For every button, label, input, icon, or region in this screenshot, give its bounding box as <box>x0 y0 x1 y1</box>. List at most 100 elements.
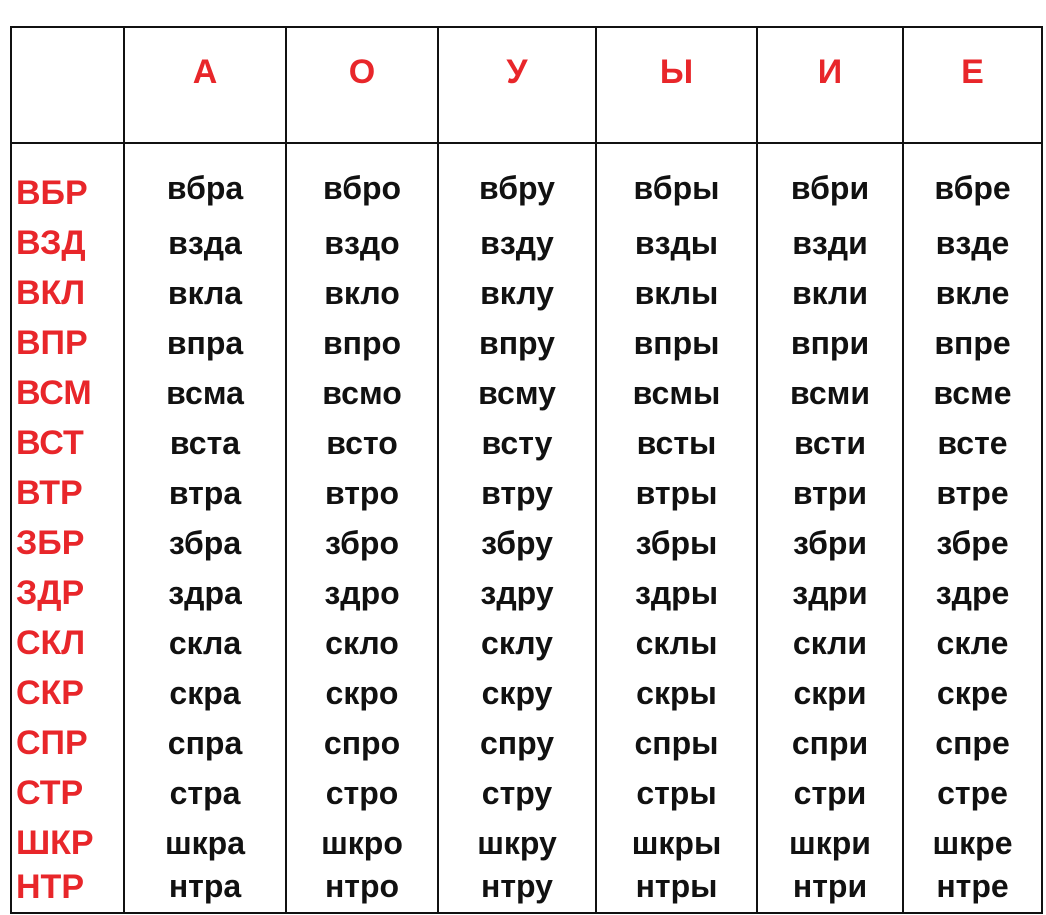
syllable-cell: стра <box>123 768 287 818</box>
syllable-cell: втры <box>595 468 758 518</box>
syllable-cell: скру <box>437 668 597 718</box>
syllable-cell: скло <box>285 618 439 668</box>
syllable-cell: вста <box>123 418 287 468</box>
syllable-cell: здра <box>123 568 287 618</box>
consonant-cluster-label: ШКР <box>10 818 125 868</box>
syllable-cell: скро <box>285 668 439 718</box>
syllable-cell: вбре <box>902 143 1043 218</box>
corner-cell <box>10 26 125 144</box>
table-row: СКЛ скла скло склу склы скли скле <box>10 618 1043 668</box>
vowel-header-e: Е <box>902 26 1043 144</box>
syllable-cell: збра <box>123 518 287 568</box>
consonant-cluster-label: ЗБР <box>10 518 125 568</box>
table-row: ВПР впра впро впру впры впри впре <box>10 318 1043 368</box>
syllable-cell: скра <box>123 668 287 718</box>
syllable-cell: всма <box>123 368 287 418</box>
syllable-cell: нтро <box>285 868 439 914</box>
syllable-cell: втру <box>437 468 597 518</box>
syllable-cell: взды <box>595 218 758 268</box>
vowel-header-a: А <box>123 26 287 144</box>
syllable-cell: вклу <box>437 268 597 318</box>
syllable-cell: вздо <box>285 218 439 268</box>
syllable-cell: шкри <box>756 818 904 868</box>
syllable-table: А О У Ы И Е ВБР вбра вбро вбру вбры вбри вбре В… <box>10 26 1043 914</box>
consonant-cluster-label: НТР <box>10 868 125 914</box>
syllable-cell: нтру <box>437 868 597 914</box>
syllable-cell: скла <box>123 618 287 668</box>
table-body: ВБР вбра вбро вбру вбры вбри вбре ВЗД взда вздо вз… <box>10 143 1043 914</box>
syllable-cell: склы <box>595 618 758 668</box>
syllable-cell: вбры <box>595 143 758 218</box>
table-row: ВТР втра втро втру втры втри втре <box>10 468 1043 518</box>
consonant-cluster-label: ВПР <box>10 318 125 368</box>
syllable-cell: вкли <box>756 268 904 318</box>
table-row: ВБР вбра вбро вбру вбры вбри вбре <box>10 143 1043 218</box>
syllable-cell: стро <box>285 768 439 818</box>
syllable-cell: скли <box>756 618 904 668</box>
syllable-cell: нтры <box>595 868 758 914</box>
syllable-cell: всти <box>756 418 904 468</box>
consonant-cluster-label: ВСТ <box>10 418 125 468</box>
table-row: СТР стра стро стру стры стри стре <box>10 768 1043 818</box>
syllable-cell: шкру <box>437 818 597 868</box>
syllable-cell: всту <box>437 418 597 468</box>
syllable-cell: стре <box>902 768 1043 818</box>
table-row: ВСТ вста всто всту всты всти всте <box>10 418 1043 468</box>
syllable-cell: збро <box>285 518 439 568</box>
syllable-cell: всте <box>902 418 1043 468</box>
syllable-cell: скры <box>595 668 758 718</box>
syllable-cell: здры <box>595 568 758 618</box>
consonant-cluster-label: ВЗД <box>10 218 125 268</box>
syllable-cell: вкла <box>123 268 287 318</box>
syllable-cell: втре <box>902 468 1043 518</box>
syllable-cell: впре <box>902 318 1043 368</box>
syllable-cell: збру <box>437 518 597 568</box>
consonant-cluster-label: ВБР <box>10 143 125 218</box>
syllable-cell: впра <box>123 318 287 368</box>
syllable-cell: всмы <box>595 368 758 418</box>
syllable-cell: взда <box>123 218 287 268</box>
syllable-cell: всме <box>902 368 1043 418</box>
table-row: ВСМ всма всмо всму всмы всми всме <box>10 368 1043 418</box>
syllable-cell: скле <box>902 618 1043 668</box>
syllable-cell: всму <box>437 368 597 418</box>
header-row: А О У Ы И Е <box>10 26 1043 144</box>
vowel-header-u: У <box>437 26 597 144</box>
syllable-cell: скри <box>756 668 904 718</box>
syllable-cell: нтра <box>123 868 287 914</box>
vowel-header-i: И <box>756 26 904 144</box>
syllable-cell: здру <box>437 568 597 618</box>
syllable-cell: шкры <box>595 818 758 868</box>
consonant-cluster-label: СКЛ <box>10 618 125 668</box>
consonant-cluster-label: ВКЛ <box>10 268 125 318</box>
table-header: А О У Ы И Е <box>10 26 1043 144</box>
syllable-cell: стру <box>437 768 597 818</box>
syllable-cell: вбри <box>756 143 904 218</box>
syllable-cell: збры <box>595 518 758 568</box>
consonant-cluster-label: ВТР <box>10 468 125 518</box>
table-row: ВКЛ вкла вкло вклу вклы вкли вкле <box>10 268 1043 318</box>
syllable-cell: здро <box>285 568 439 618</box>
syllable-cell: нтре <box>902 868 1043 914</box>
vowel-header-o: О <box>285 26 439 144</box>
syllable-cell: вкло <box>285 268 439 318</box>
syllable-cell: впры <box>595 318 758 368</box>
syllable-cell: спро <box>285 718 439 768</box>
syllable-cell: збри <box>756 518 904 568</box>
syllable-cell: впри <box>756 318 904 368</box>
vowel-header-y: Ы <box>595 26 758 144</box>
syllable-cell: вкле <box>902 268 1043 318</box>
syllable-cell: шкра <box>123 818 287 868</box>
syllable-cell: всмо <box>285 368 439 418</box>
syllable-cell: стри <box>756 768 904 818</box>
syllable-cell: стры <box>595 768 758 818</box>
syllable-cell: взди <box>756 218 904 268</box>
consonant-cluster-label: ЗДР <box>10 568 125 618</box>
consonant-cluster-label: СПР <box>10 718 125 768</box>
syllable-cell: спру <box>437 718 597 768</box>
syllable-cell: впру <box>437 318 597 368</box>
syllable-cell: вбро <box>285 143 439 218</box>
syllable-cell: впро <box>285 318 439 368</box>
syllable-cell: вздe <box>902 218 1043 268</box>
syllable-cell: шкре <box>902 818 1043 868</box>
